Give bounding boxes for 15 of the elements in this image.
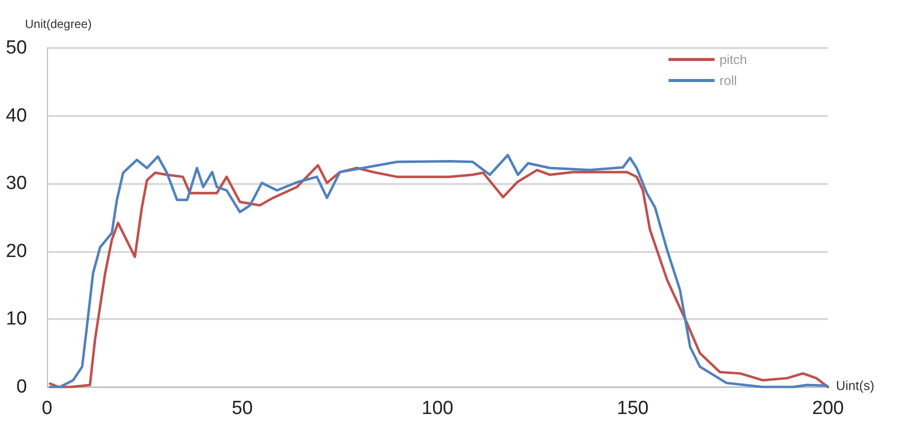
legend-label: pitch [720, 52, 748, 67]
x-tick-label: 100 [422, 398, 454, 419]
y-tick-label: 30 [6, 173, 27, 194]
x-tick-label: 50 [232, 398, 253, 419]
y-axis-title: Unit(degree) [25, 17, 92, 31]
x-tick-label: 200 [812, 398, 844, 419]
legend-label: roll [720, 73, 737, 88]
y-tick-label: 10 [6, 308, 27, 330]
x-tick-label: 0 [42, 398, 52, 419]
x-axis-title: Uint(s) [836, 378, 874, 393]
y-tick-label: 40 [6, 105, 27, 126]
x-tick-label: 150 [616, 398, 649, 419]
y-tick-label: 50 [6, 38, 27, 58]
y-tick-label: 20 [6, 240, 27, 262]
y-tick-label: 0 [16, 376, 27, 398]
